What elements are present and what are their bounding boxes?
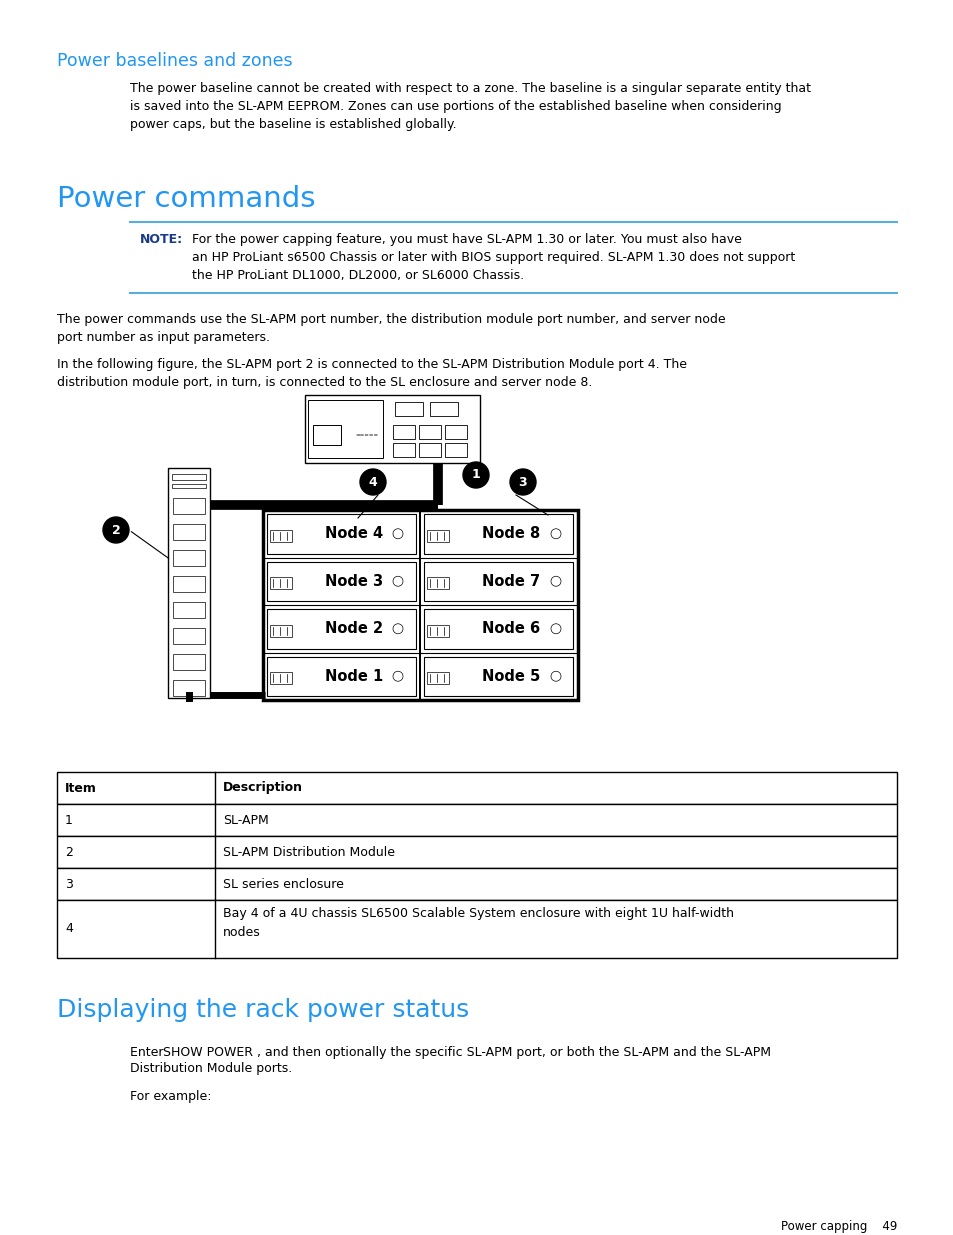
Circle shape bbox=[393, 577, 402, 587]
Text: 1: 1 bbox=[471, 468, 480, 482]
Bar bbox=[267, 609, 416, 648]
Text: Node 4: Node 4 bbox=[325, 526, 383, 541]
Circle shape bbox=[393, 529, 402, 538]
Text: SL-APM Distribution Module: SL-APM Distribution Module bbox=[223, 846, 395, 858]
Bar bbox=[168, 468, 210, 698]
Bar bbox=[270, 577, 292, 589]
Circle shape bbox=[551, 529, 560, 538]
Bar bbox=[172, 576, 205, 592]
Bar bbox=[57, 836, 896, 868]
Text: SHOW POWER: SHOW POWER bbox=[163, 1046, 253, 1058]
Bar bbox=[308, 400, 382, 458]
Bar bbox=[267, 514, 416, 553]
Circle shape bbox=[359, 469, 386, 495]
Bar bbox=[313, 425, 340, 445]
Text: Power commands: Power commands bbox=[57, 185, 315, 212]
Bar bbox=[427, 672, 449, 684]
Text: Node 5: Node 5 bbox=[481, 668, 539, 684]
Circle shape bbox=[551, 577, 560, 587]
Circle shape bbox=[103, 517, 129, 543]
Text: 3: 3 bbox=[65, 878, 72, 890]
Bar bbox=[267, 562, 416, 601]
Text: Power capping    49: Power capping 49 bbox=[780, 1220, 896, 1233]
Text: Distribution Module ports.: Distribution Module ports. bbox=[130, 1062, 292, 1074]
Bar bbox=[444, 425, 467, 438]
Bar bbox=[427, 577, 449, 589]
Text: For the power capping feature, you must have SL-APM 1.30 or later. You must also: For the power capping feature, you must … bbox=[192, 233, 795, 282]
Text: nodes: nodes bbox=[223, 925, 260, 939]
Text: Power baselines and zones: Power baselines and zones bbox=[57, 52, 293, 70]
Bar bbox=[270, 672, 292, 684]
Text: Item: Item bbox=[65, 782, 97, 794]
Bar bbox=[427, 530, 449, 542]
Bar bbox=[430, 403, 457, 416]
Text: 2: 2 bbox=[65, 846, 72, 858]
Bar bbox=[263, 510, 578, 700]
Bar bbox=[393, 443, 415, 457]
Circle shape bbox=[393, 672, 402, 682]
Text: In the following figure, the SL-APM port 2 is connected to the SL-APM Distributi: In the following figure, the SL-APM port… bbox=[57, 358, 686, 389]
Bar bbox=[270, 530, 292, 542]
Text: Node 7: Node 7 bbox=[481, 574, 539, 589]
Circle shape bbox=[393, 624, 402, 634]
Text: 2: 2 bbox=[112, 524, 120, 536]
Bar bbox=[418, 425, 440, 438]
Bar bbox=[57, 868, 896, 900]
Bar bbox=[423, 609, 573, 648]
Circle shape bbox=[510, 469, 536, 495]
Bar bbox=[267, 657, 416, 697]
Bar bbox=[172, 484, 206, 488]
Bar bbox=[172, 680, 205, 697]
Text: =====: ===== bbox=[355, 433, 377, 438]
Text: 3: 3 bbox=[518, 475, 527, 489]
Bar bbox=[395, 403, 422, 416]
Text: , and then optionally the specific SL-APM port, or both the SL-APM and the SL-AP: , and then optionally the specific SL-AP… bbox=[256, 1046, 770, 1058]
Text: SL series enclosure: SL series enclosure bbox=[223, 878, 343, 890]
Text: Node 8: Node 8 bbox=[481, 526, 539, 541]
Bar bbox=[172, 550, 205, 566]
Bar bbox=[393, 425, 415, 438]
Text: Enter: Enter bbox=[130, 1046, 168, 1058]
Bar bbox=[423, 562, 573, 601]
Bar bbox=[418, 443, 440, 457]
Circle shape bbox=[462, 462, 489, 488]
Text: For example:: For example: bbox=[130, 1091, 212, 1103]
Text: Displaying the rack power status: Displaying the rack power status bbox=[57, 998, 469, 1023]
Text: 4: 4 bbox=[65, 923, 72, 935]
Bar bbox=[172, 601, 205, 618]
Text: Description: Description bbox=[223, 782, 303, 794]
Bar bbox=[172, 474, 206, 480]
Text: SL-APM: SL-APM bbox=[223, 814, 269, 826]
Text: Node 3: Node 3 bbox=[325, 574, 383, 589]
Circle shape bbox=[551, 672, 560, 682]
Bar bbox=[172, 655, 205, 671]
Bar bbox=[172, 498, 205, 514]
Text: NOTE:: NOTE: bbox=[140, 233, 183, 246]
Bar bbox=[172, 524, 205, 540]
Bar bbox=[423, 657, 573, 697]
Bar bbox=[305, 395, 479, 463]
Text: 1: 1 bbox=[65, 814, 72, 826]
Bar bbox=[57, 900, 896, 958]
Bar bbox=[172, 629, 205, 643]
Text: Node 6: Node 6 bbox=[481, 621, 539, 636]
Circle shape bbox=[551, 624, 560, 634]
Bar bbox=[57, 804, 896, 836]
Text: Node 2: Node 2 bbox=[325, 621, 383, 636]
Text: Node 1: Node 1 bbox=[325, 668, 383, 684]
Bar bbox=[57, 772, 896, 804]
Text: Bay 4 of a 4U chassis SL6500 Scalable System enclosure with eight 1U half-width: Bay 4 of a 4U chassis SL6500 Scalable Sy… bbox=[223, 908, 733, 920]
Bar bbox=[427, 625, 449, 637]
Text: The power commands use the SL-APM port number, the distribution module port numb: The power commands use the SL-APM port n… bbox=[57, 312, 725, 345]
Bar bbox=[444, 443, 467, 457]
Text: 4: 4 bbox=[368, 475, 377, 489]
Bar bbox=[270, 625, 292, 637]
Bar bbox=[423, 514, 573, 553]
Text: The power baseline cannot be created with respect to a zone. The baseline is a s: The power baseline cannot be created wit… bbox=[130, 82, 810, 131]
